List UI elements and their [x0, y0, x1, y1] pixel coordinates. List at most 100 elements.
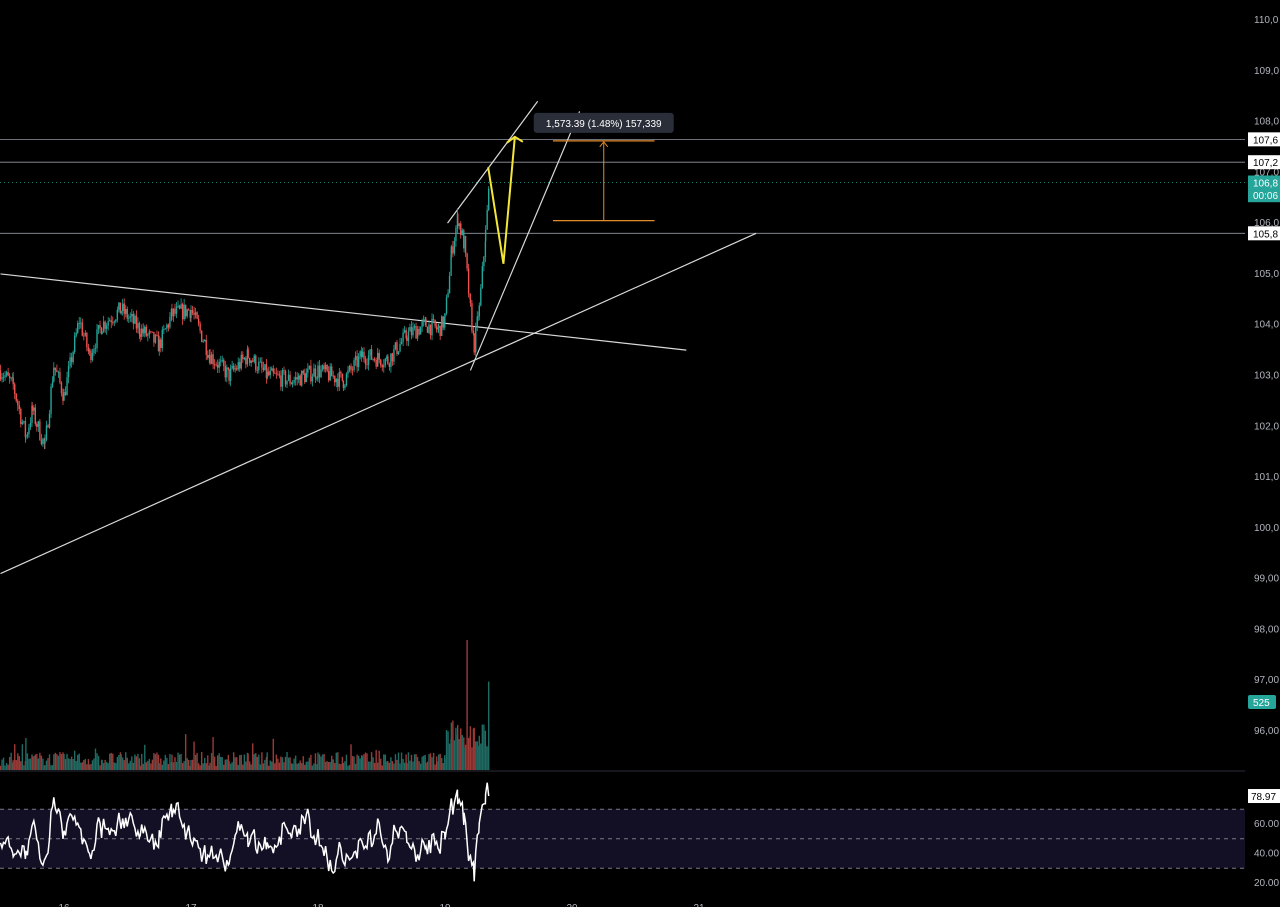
volume-bar	[354, 763, 357, 770]
candle-body	[113, 321, 115, 323]
candle-body	[286, 380, 288, 385]
candle-body	[177, 305, 179, 307]
candle-body	[418, 328, 420, 335]
volume-bar	[418, 761, 420, 770]
candle-body	[439, 325, 441, 336]
volume-bar	[373, 762, 376, 770]
candle-body	[258, 362, 260, 371]
volume-bar	[308, 757, 311, 770]
candle-body	[466, 253, 468, 269]
volume-bar	[378, 750, 380, 770]
candle-body	[363, 351, 365, 360]
volume-bar	[461, 735, 463, 770]
candle-body	[350, 366, 352, 370]
volume-bar	[48, 754, 51, 770]
candle-body	[237, 362, 239, 370]
candle-body	[77, 323, 79, 333]
candle-body	[255, 355, 257, 371]
y-tick-label: 101,0	[1254, 472, 1279, 483]
volume-bar	[118, 754, 120, 770]
volume-bar	[171, 754, 173, 770]
volume-bar	[335, 752, 337, 770]
candle-body	[444, 313, 446, 317]
candle-body	[134, 315, 136, 324]
volume-bar	[34, 754, 36, 770]
volume-bar	[2, 757, 5, 770]
volume-bar	[23, 765, 25, 770]
candle-body	[73, 335, 76, 352]
candle-body	[354, 355, 357, 361]
volume-bar	[357, 755, 360, 770]
volume-bar	[381, 765, 383, 770]
volume-bar	[80, 762, 82, 770]
candle-body	[156, 334, 158, 336]
volume-bar	[169, 753, 171, 770]
candle-body	[96, 329, 98, 349]
volume-bar	[240, 754, 242, 770]
volume-bar	[40, 755, 43, 770]
candle-body	[331, 366, 333, 377]
candle-body	[184, 304, 187, 317]
candle-body	[293, 379, 295, 383]
volume-bar	[112, 753, 114, 770]
candle-body	[102, 321, 105, 332]
volume-bar	[356, 754, 358, 770]
volume-bar	[14, 744, 16, 770]
candle-body	[104, 321, 106, 329]
candle-body	[283, 370, 285, 372]
volume-bar	[135, 756, 138, 770]
candle-body	[44, 439, 46, 444]
candle-body	[234, 368, 236, 370]
volume-bar	[51, 765, 54, 770]
volume-bar	[316, 764, 318, 770]
candle-body	[189, 310, 191, 318]
candle-body	[121, 303, 124, 312]
volume-bar	[42, 758, 44, 770]
volume-bar	[390, 757, 392, 770]
volume-bar	[329, 761, 331, 770]
trendline	[0, 273, 687, 351]
candle-body	[17, 400, 19, 406]
volume-bar	[460, 728, 462, 770]
volume-bar	[81, 762, 83, 770]
volume-bar	[141, 753, 143, 770]
volume-bar	[360, 755, 363, 770]
candle-body	[416, 328, 419, 339]
candle-body	[112, 322, 114, 323]
candle-body	[486, 209, 488, 230]
candle-body	[476, 316, 478, 327]
candle-body	[135, 315, 138, 329]
volume-bar	[393, 763, 395, 770]
volume-bar	[44, 765, 46, 770]
volume-bar	[467, 737, 470, 770]
candle-body	[440, 316, 443, 336]
y-tick-label: 104,0	[1254, 320, 1279, 331]
volume-bar	[258, 754, 260, 770]
candle-body	[317, 365, 319, 379]
candle-body	[347, 370, 349, 374]
candle-body	[437, 325, 440, 328]
volume-bar	[7, 764, 9, 770]
volume-bar	[435, 756, 438, 770]
candle-body	[5, 372, 8, 376]
volume-bar	[205, 763, 207, 770]
volume-bar	[265, 756, 268, 770]
candle-body	[308, 365, 311, 369]
volume-bar	[26, 753, 29, 770]
trendline	[0, 232, 757, 575]
candle-body	[457, 213, 459, 227]
candle-body	[342, 380, 345, 388]
candle-body	[115, 319, 117, 322]
volume-bar	[314, 753, 317, 770]
volume-bar	[447, 731, 449, 770]
volume-bar	[147, 760, 149, 770]
candle-body	[66, 377, 68, 396]
volume-bar	[128, 763, 130, 770]
candle-body	[129, 316, 131, 318]
volume-bar	[172, 762, 175, 770]
candle-body	[10, 377, 12, 379]
candle-body	[166, 324, 168, 329]
candle-body	[226, 367, 228, 378]
volume-bar	[138, 758, 141, 770]
